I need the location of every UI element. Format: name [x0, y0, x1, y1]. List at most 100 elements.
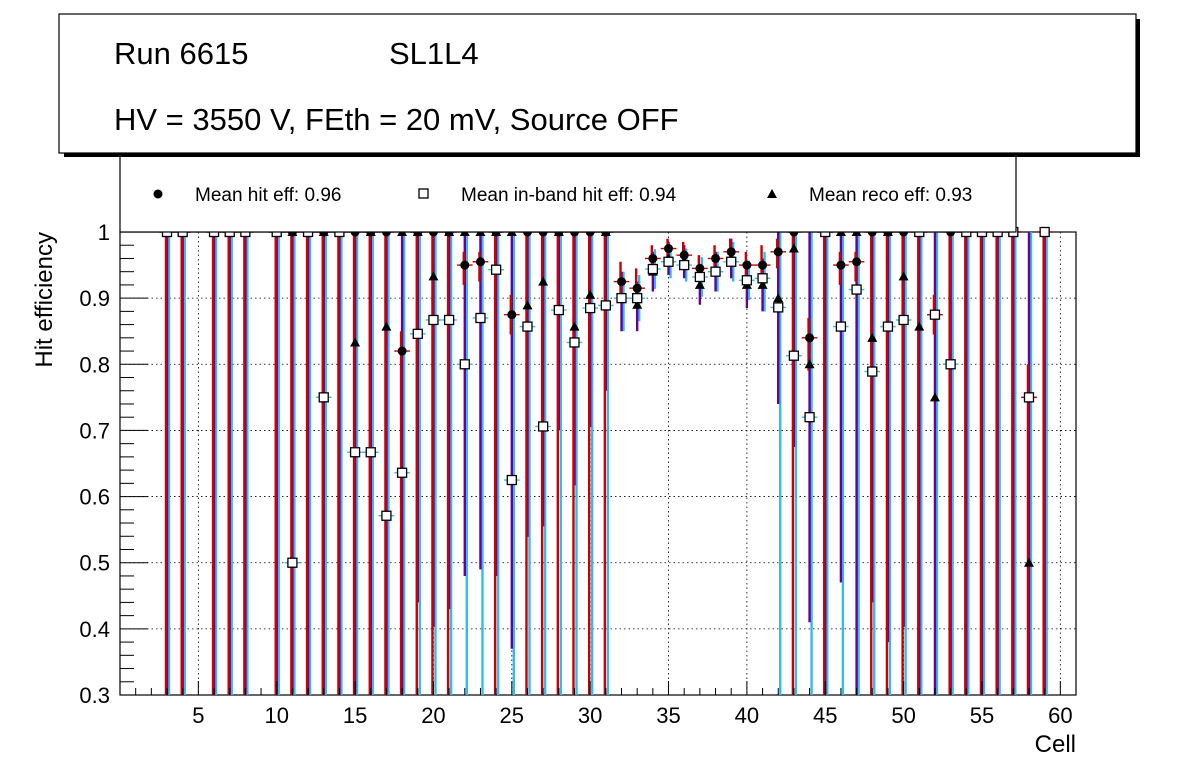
inband-point	[365, 447, 376, 458]
inband-point	[490, 264, 502, 275]
hit-point	[475, 257, 485, 267]
y-tick-label: 0.9	[79, 286, 110, 311]
hit-point	[742, 260, 752, 270]
legend-marker-hit	[153, 189, 163, 199]
reco-point	[538, 276, 549, 286]
axes: 5 10 15 20 25 30 35 40 45 50 55 60 0.3 0.4 0.5 0.6 0.7 0.…	[79, 220, 1072, 728]
hit-point	[397, 346, 407, 356]
hit-point	[695, 263, 705, 273]
inband-point	[929, 309, 941, 320]
reco-point	[522, 300, 533, 310]
hit-point	[852, 257, 862, 267]
title-box: Run 6615 SL1L4 HV = 3550 V, FEth = 20 mV…	[58, 13, 1140, 157]
inband-point	[898, 314, 909, 326]
reco-point	[898, 271, 909, 281]
legend-box	[119, 154, 1017, 233]
inband-point	[459, 359, 470, 370]
inband-point	[1039, 226, 1050, 238]
inband-point	[835, 321, 847, 332]
y-tick-label: 0.5	[79, 551, 110, 576]
inband-point	[788, 350, 800, 361]
inband-point	[804, 412, 815, 423]
hit-point	[679, 250, 689, 260]
inband-point	[537, 421, 549, 432]
reco-point	[632, 299, 643, 309]
inband-point	[647, 263, 659, 275]
reco-point	[694, 279, 705, 289]
inband-point	[287, 557, 298, 568]
inband-point	[381, 510, 392, 521]
x-axis-title: Cell	[1035, 731, 1076, 758]
inband-point	[945, 359, 956, 370]
inband-point	[757, 273, 768, 284]
inband-point	[412, 328, 423, 340]
hit-point	[664, 244, 674, 254]
y-axis-title: Hit efficiency	[31, 232, 58, 368]
legend-label-inband: Mean in-band hit eff: 0.94	[461, 185, 677, 206]
title-box-frame	[58, 13, 1137, 154]
inband-point	[632, 292, 643, 304]
reco-point	[350, 337, 361, 347]
inband-point	[396, 467, 408, 478]
y-tick-label: 0.6	[79, 485, 110, 510]
inband-point	[443, 314, 455, 326]
hit-point	[632, 283, 642, 293]
inband-point	[679, 259, 690, 271]
inband-point	[553, 304, 564, 316]
hit-point	[758, 260, 768, 270]
hit-point	[507, 310, 517, 320]
reco-point	[773, 293, 784, 303]
legend-marker-inband	[418, 188, 429, 199]
legend-marker-reco	[767, 189, 777, 198]
inband-point	[522, 321, 533, 332]
reco-point	[381, 321, 392, 331]
inband-point	[506, 474, 517, 486]
x-tick-label: 55	[970, 703, 994, 728]
reco-point	[914, 321, 925, 331]
inband-point	[428, 314, 439, 326]
hit-point	[617, 277, 627, 287]
y-tick-label: 0.7	[79, 418, 110, 443]
inband-point	[600, 300, 611, 311]
hit-point	[726, 247, 736, 257]
legend-label-reco: Mean reco eff: 0.93	[809, 185, 972, 206]
title-layer: SL1L4	[389, 36, 479, 71]
inband-point	[773, 302, 784, 313]
inband-point	[475, 312, 486, 324]
reco-point	[788, 243, 799, 253]
x-tick-label: 60	[1048, 703, 1072, 728]
x-tick-label: 5	[192, 703, 204, 728]
reco-point	[867, 332, 878, 342]
inband-point	[851, 284, 862, 295]
x-tick-label: 25	[500, 703, 524, 728]
legend: Mean hit eff: 0.96 Mean in-band hit eff:…	[119, 154, 1017, 233]
x-tick-label: 45	[813, 703, 837, 728]
inband-point	[318, 392, 329, 403]
hit-point	[805, 333, 815, 343]
x-tick-label: 35	[656, 703, 680, 728]
reco-point	[929, 392, 940, 402]
reco-point	[428, 271, 439, 281]
reco-point	[804, 359, 815, 369]
legend-label-hit: Mean hit eff: 0.96	[195, 185, 341, 206]
plot-frame	[119, 231, 1077, 696]
title-conditions: HV = 3550 V, FEth = 20 mV, Source OFF	[114, 102, 679, 137]
y-tick-label: 0.8	[79, 352, 110, 377]
hit-point	[648, 253, 658, 263]
x-tick-label: 20	[421, 703, 445, 728]
inband-point	[694, 271, 706, 283]
y-tick-label: 0.3	[79, 683, 110, 708]
x-tick-label: 10	[264, 703, 288, 728]
hit-point	[460, 260, 470, 270]
y-tick-label: 1	[98, 220, 110, 245]
hit-point	[711, 253, 721, 263]
inband-point	[726, 256, 737, 267]
inband-point	[349, 447, 361, 458]
inband-point	[710, 266, 721, 277]
inband-point	[741, 275, 753, 286]
inband-point	[663, 256, 674, 267]
inband-point	[1023, 392, 1035, 403]
inband-point	[616, 292, 627, 304]
x-tick-label: 30	[578, 703, 602, 728]
